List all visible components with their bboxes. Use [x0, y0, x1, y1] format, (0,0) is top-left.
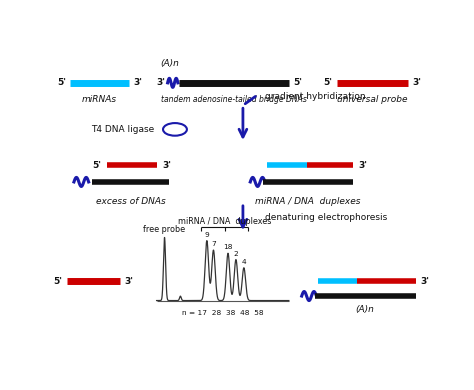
Text: excess of DNAs: excess of DNAs [96, 197, 166, 206]
Text: 2: 2 [234, 250, 238, 257]
Text: 3': 3' [359, 161, 368, 170]
Text: 18: 18 [223, 244, 233, 250]
Text: 7: 7 [211, 241, 216, 247]
Text: 3': 3' [157, 78, 166, 87]
Text: 3': 3' [162, 161, 171, 170]
Text: 3': 3' [413, 78, 422, 87]
Text: 9: 9 [204, 232, 209, 238]
Text: T4 DNA ligase: T4 DNA ligase [91, 125, 155, 134]
Text: free probe: free probe [144, 225, 186, 234]
Text: (A)n: (A)n [356, 305, 374, 314]
Text: denaturing electrophoresis: denaturing electrophoresis [265, 213, 387, 222]
Text: 5': 5' [323, 78, 332, 87]
Text: 4: 4 [242, 259, 246, 265]
Text: n = 17  28  38  48  58: n = 17 28 38 48 58 [182, 310, 264, 316]
Text: tandem adenosine-tailed bridge DNAs: tandem adenosine-tailed bridge DNAs [161, 95, 307, 104]
Text: miRNA / DNA  duplexes: miRNA / DNA duplexes [178, 216, 272, 226]
Text: 3': 3' [420, 277, 429, 285]
Text: universal probe: universal probe [337, 95, 408, 104]
Text: gradient hybridization: gradient hybridization [265, 92, 365, 101]
Text: miRNA / DNA  duplexes: miRNA / DNA duplexes [255, 197, 361, 206]
Text: (A)n: (A)n [160, 59, 179, 68]
Text: 5': 5' [53, 277, 62, 285]
Text: miRNAs: miRNAs [82, 95, 117, 104]
Text: 5': 5' [57, 78, 66, 87]
Text: 5': 5' [293, 78, 302, 87]
Text: 5': 5' [92, 161, 101, 170]
Text: 3': 3' [124, 277, 133, 285]
Text: 3': 3' [134, 78, 143, 87]
